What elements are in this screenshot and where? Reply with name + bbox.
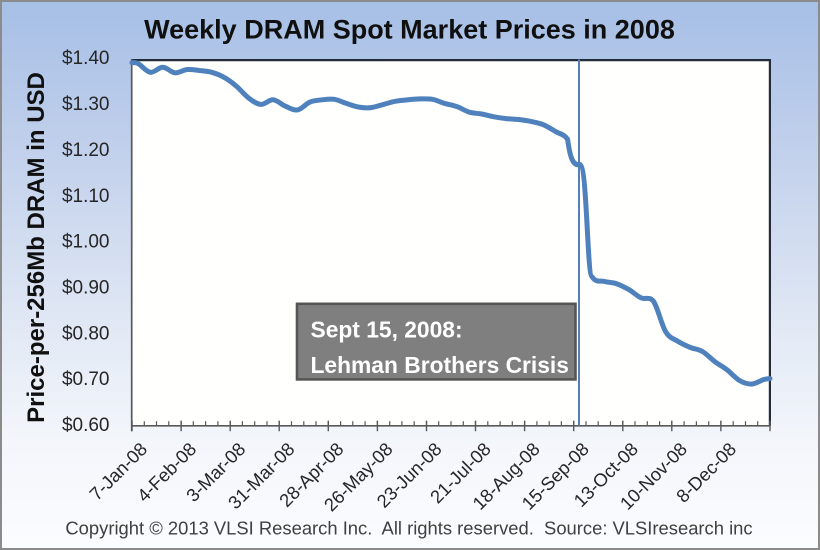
svg-text:$1.20: $1.20: [62, 140, 110, 161]
svg-text:$0.70: $0.70: [62, 369, 110, 390]
svg-text:$1.40: $1.40: [62, 48, 110, 69]
svg-text:Copyright © 2013 VLSI Research: Copyright © 2013 VLSI Research Inc. All …: [65, 518, 752, 539]
svg-text:$1.30: $1.30: [62, 94, 110, 115]
svg-text:$1.00: $1.00: [62, 232, 110, 253]
svg-text:$0.60: $0.60: [62, 415, 110, 436]
svg-text:Weekly DRAM Spot Market Prices: Weekly DRAM Spot Market Prices in 2008: [144, 15, 675, 45]
svg-text:Lehman Brothers Crisis: Lehman Brothers Crisis: [311, 352, 569, 378]
svg-text:$0.80: $0.80: [62, 323, 110, 344]
svg-text:$1.10: $1.10: [62, 186, 110, 207]
svg-text:Price-per-256Mb DRAM in USD: Price-per-256Mb DRAM in USD: [23, 72, 50, 423]
svg-text:$0.90: $0.90: [62, 277, 110, 298]
svg-text:Sept 15, 2008:: Sept 15, 2008:: [311, 317, 463, 343]
